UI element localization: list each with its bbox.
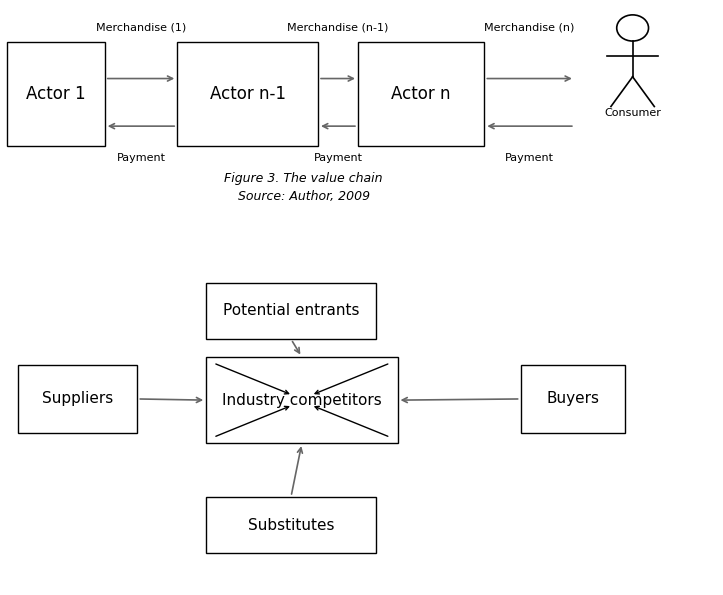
Text: Substitutes: Substitutes [248,518,334,533]
Text: Merchandise (n-1): Merchandise (n-1) [287,22,389,32]
Text: Payment: Payment [314,153,362,163]
Text: Industry competitors: Industry competitors [222,393,382,408]
Text: Actor 1: Actor 1 [26,84,86,103]
Text: Merchandise (n): Merchandise (n) [484,22,575,32]
Text: Suppliers: Suppliers [42,392,114,406]
Text: Figure 3. The value chain: Figure 3. The value chain [224,172,383,185]
FancyBboxPatch shape [177,42,318,146]
Text: Consumer: Consumer [604,108,661,118]
FancyBboxPatch shape [206,497,376,553]
Text: Potential entrants: Potential entrants [223,303,359,318]
FancyBboxPatch shape [358,42,484,146]
Text: Payment: Payment [505,153,554,163]
Text: Buyers: Buyers [547,392,599,406]
Text: Actor n-1: Actor n-1 [210,84,286,103]
Text: Actor n: Actor n [391,84,451,103]
FancyBboxPatch shape [206,283,376,339]
Text: Merchandise (1): Merchandise (1) [96,22,186,32]
Text: Payment: Payment [116,153,166,163]
FancyBboxPatch shape [521,365,625,433]
FancyBboxPatch shape [18,365,137,433]
FancyBboxPatch shape [206,357,398,443]
Text: Source: Author, 2009: Source: Author, 2009 [238,190,369,203]
FancyBboxPatch shape [7,42,105,146]
